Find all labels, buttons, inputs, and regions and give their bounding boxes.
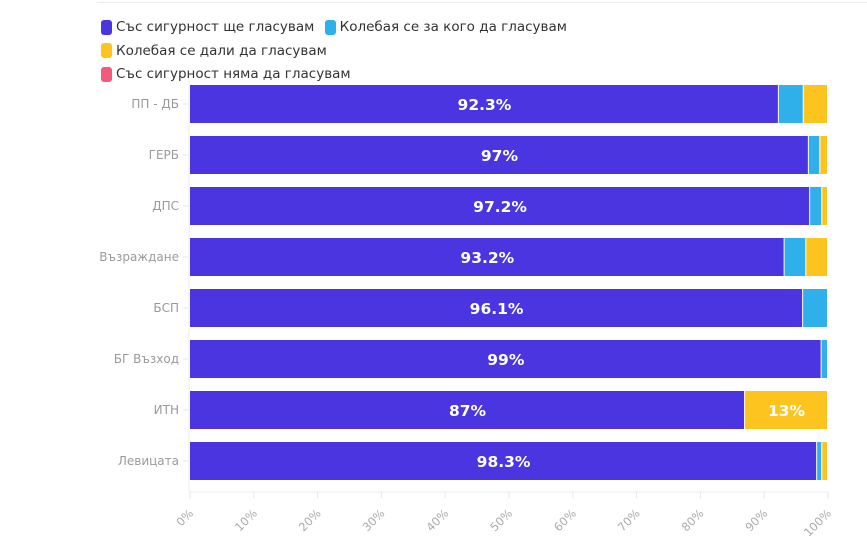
legend-label: Със сигурност ще гласувам bbox=[116, 19, 315, 35]
x-tick-label: 30% bbox=[360, 506, 388, 534]
bar-segment[interactable] bbox=[803, 289, 827, 327]
bar-segment[interactable] bbox=[808, 136, 820, 174]
x-tick-label: 20% bbox=[296, 506, 324, 534]
legend-swatch-certain-not-vote bbox=[101, 66, 112, 82]
bar-value-label: 97.2% bbox=[473, 198, 527, 216]
legend-label: Колебая се дали да гласувам bbox=[116, 42, 327, 59]
bar-segment[interactable] bbox=[806, 238, 827, 276]
category-label: Левицата bbox=[118, 454, 179, 468]
bar-segment[interactable] bbox=[820, 136, 827, 174]
bar-value-label: 97% bbox=[481, 147, 519, 165]
legend-swatch-undecided-whether bbox=[101, 43, 112, 58]
legend-label: Колебая се за кого да гласувам bbox=[339, 19, 567, 35]
category-label: БГ Възход bbox=[114, 352, 179, 366]
x-tick-label: 80% bbox=[679, 506, 707, 534]
bar-segment[interactable] bbox=[190, 442, 817, 480]
bar-segment[interactable] bbox=[821, 340, 827, 378]
bar-segment[interactable] bbox=[190, 289, 803, 327]
bar-segment[interactable] bbox=[784, 238, 806, 276]
bar-value-label: 13% bbox=[768, 402, 806, 420]
bar-segment[interactable] bbox=[822, 442, 827, 480]
category-label: БСП bbox=[153, 301, 179, 315]
bar-segment[interactable] bbox=[190, 238, 784, 276]
legend-swatch-undecided-whom bbox=[324, 19, 336, 35]
legend-item-certain-not-vote[interactable]: Със сигурност няма да гласувам bbox=[101, 64, 351, 84]
x-tick-label: 60% bbox=[551, 506, 579, 534]
legend-item-undecided-whom[interactable]: Колебая се за кого да гласувам bbox=[324, 17, 567, 37]
bars bbox=[190, 85, 827, 480]
bar-value-label: 98.3% bbox=[477, 453, 531, 471]
bar-segment[interactable] bbox=[810, 187, 822, 225]
bar-labels: 92.3% 97% 97.2% 93.2% 96.1% 99% 87% 13% 98.3% bbox=[449, 96, 806, 471]
x-tick-label: 100% bbox=[801, 506, 834, 539]
bar-value-label: 96.1% bbox=[470, 300, 524, 318]
legend-item-undecided-whether[interactable]: Колебая се дали да гласувам bbox=[101, 41, 327, 61]
category-label: ДПС bbox=[152, 199, 179, 213]
x-axis: 0% 10% 20% 30% 40% 50% 60% 70% 80% 90% 100% bbox=[173, 492, 834, 539]
bar-segment[interactable] bbox=[190, 85, 778, 123]
x-tick-label: 50% bbox=[487, 506, 515, 534]
bar-segment[interactable] bbox=[190, 187, 810, 225]
bar-value-label: 87% bbox=[449, 402, 487, 420]
category-label: ПП - ДБ bbox=[131, 97, 179, 111]
legend-swatch-certain-vote bbox=[101, 19, 112, 35]
category-label: ГЕРБ bbox=[149, 148, 179, 162]
bar-value-label: 93.2% bbox=[460, 249, 514, 267]
bar-value-label: 92.3% bbox=[458, 96, 512, 114]
bar-segment[interactable] bbox=[190, 391, 745, 429]
bar-segment[interactable] bbox=[822, 187, 827, 225]
legend-label: Със сигурност няма да гласувам bbox=[116, 66, 351, 82]
x-tick-label: 40% bbox=[423, 506, 451, 534]
bar-segment[interactable] bbox=[803, 85, 827, 123]
bar-value-label: 99% bbox=[487, 351, 525, 369]
category-label: Възраждане bbox=[99, 250, 179, 264]
x-tick-label: 0% bbox=[173, 506, 196, 529]
bar-segment[interactable] bbox=[778, 85, 803, 123]
x-tick-label: 70% bbox=[615, 506, 643, 534]
x-tick-label: 10% bbox=[232, 506, 260, 534]
x-tick-label: 90% bbox=[742, 506, 770, 534]
bar-segment[interactable] bbox=[190, 136, 808, 174]
category-axis: ПП - ДБ ГЕРБ ДПС Възраждане БСП БГ Възход ИТН Л… bbox=[99, 97, 188, 468]
category-label: ИТН bbox=[154, 403, 179, 417]
top-divider bbox=[97, 2, 867, 3]
bar-segment[interactable] bbox=[190, 340, 821, 378]
bar-segment[interactable] bbox=[745, 391, 827, 429]
legend-item-certain-vote[interactable]: Със сигурност ще гласувам bbox=[101, 17, 314, 37]
bar-segment[interactable] bbox=[817, 442, 822, 480]
legend: Със сигурност ще гласувам Колебая се за … bbox=[101, 17, 801, 88]
